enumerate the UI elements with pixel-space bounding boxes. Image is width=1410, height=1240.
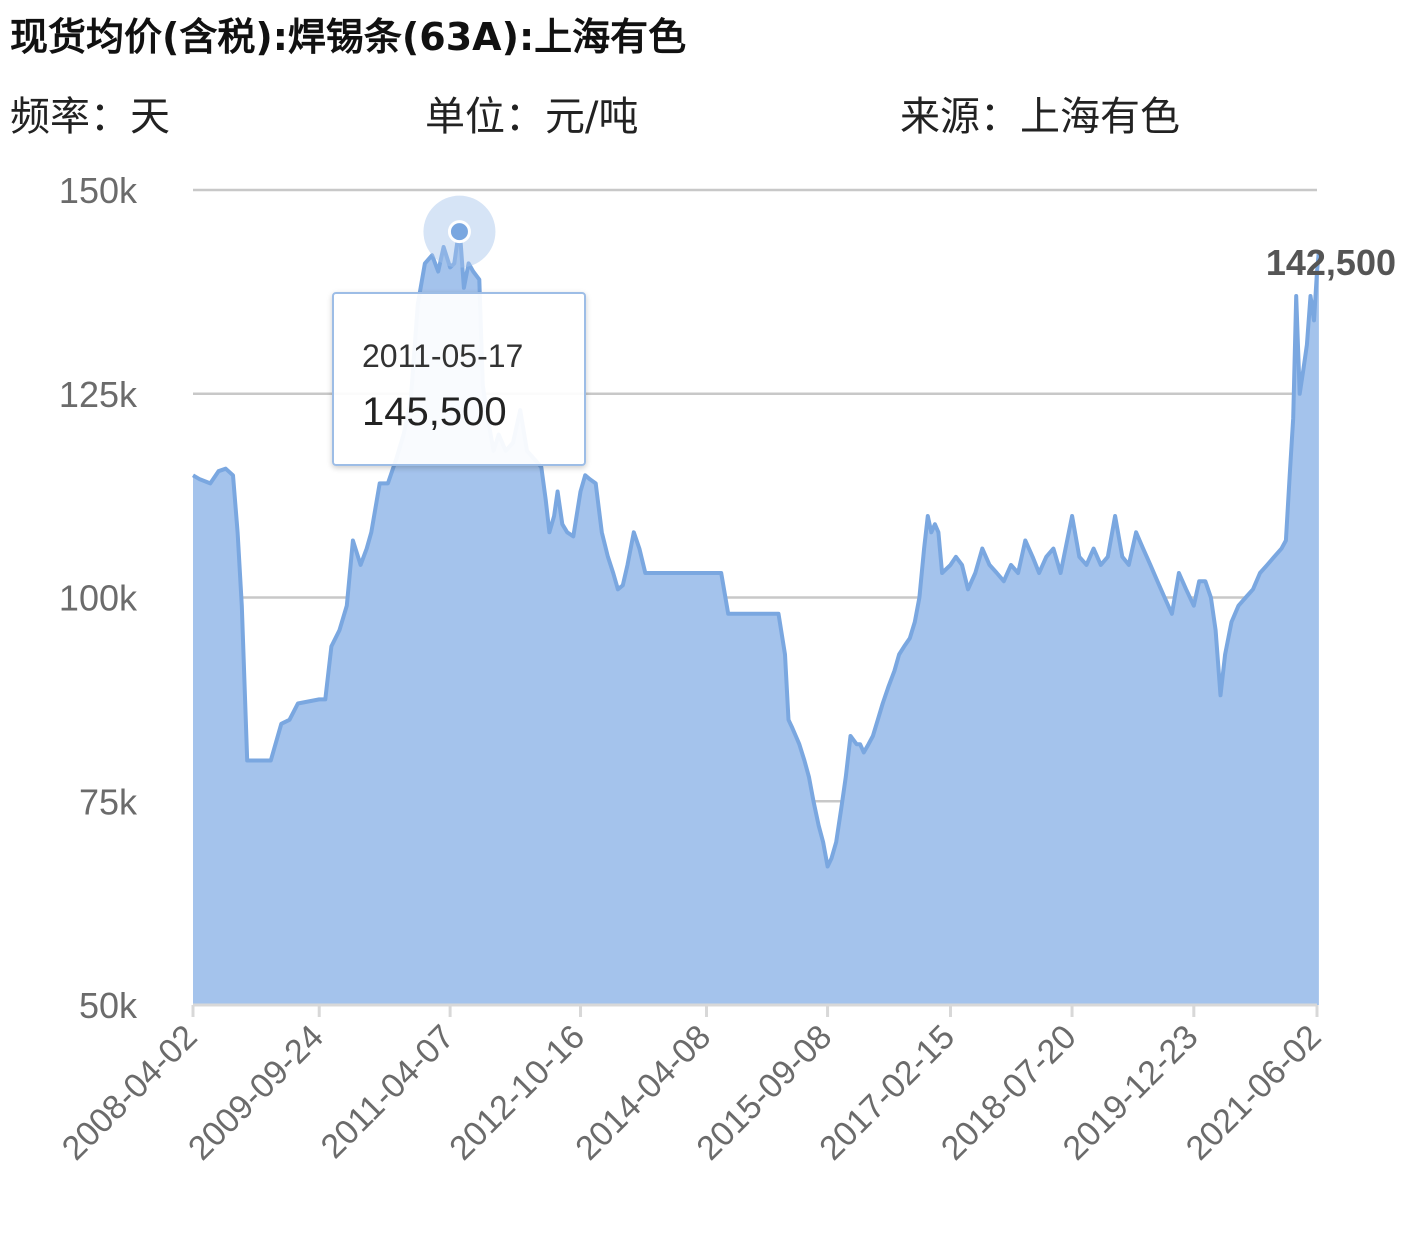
series-line: [191, 224, 1321, 869]
tooltip-date: 2011-05-17: [362, 338, 524, 374]
y-tick-label: 50k: [79, 985, 138, 1026]
tooltip-value: 145,500: [362, 390, 507, 434]
page-title: 现货均价(含税):焊锡条(63A):上海有色: [10, 15, 687, 59]
frequency-label: 频率：天: [10, 94, 170, 140]
y-tick-label: 75k: [79, 781, 138, 822]
x-tick-label: 2008-04-02: [55, 1018, 205, 1168]
y-tick-label: 100k: [59, 578, 138, 619]
source-label: 来源：上海有色: [900, 94, 1180, 140]
x-tick-label: 2021-06-02: [1179, 1018, 1329, 1168]
x-tick-label: 2011-04-07: [314, 1018, 462, 1166]
highlight-point: [447, 220, 471, 244]
y-tick-label: 125k: [59, 374, 138, 415]
highlight-marker: [423, 195, 496, 268]
x-tick-label: 2012-10-16: [442, 1018, 592, 1168]
y-tick-label: 150k: [59, 170, 138, 211]
x-tick-label: 2009-09-24: [181, 1018, 331, 1168]
last-value-label: 142,500: [1266, 242, 1396, 283]
tooltip: 2011-05-17 145,500: [332, 292, 586, 466]
unit-label: 单位：元/吨: [425, 94, 639, 140]
